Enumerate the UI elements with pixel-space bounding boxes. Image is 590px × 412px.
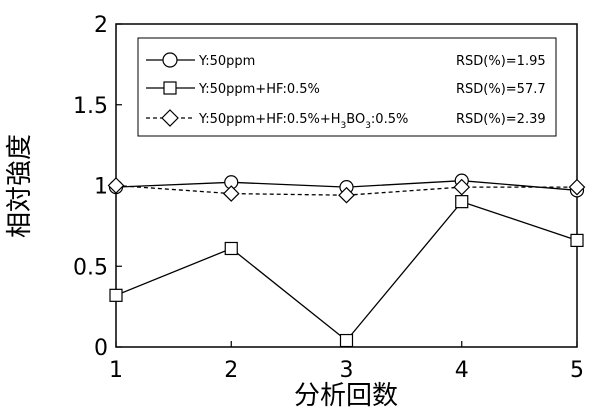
series-line-s2 [115,200,578,342]
data-point-diamond [107,177,125,194]
legend-label-s3-sub2: 3 [365,121,371,131]
y-tick-label: 2 [94,13,108,38]
data-point-square [455,195,469,209]
legend-marker-circle [162,52,178,68]
data-point-square [109,288,123,302]
x-tick-label: 3 [340,358,354,383]
x-tick-label: 1 [109,358,123,383]
data-point-diamond [222,185,240,202]
legend-item-y-50ppm-hf: Y:50ppm+HF:0.5% RSD(%)=57.7 [146,81,546,97]
x-tick-label: 2 [224,358,238,383]
legend: Y:50ppm RSD(%)=1.95 Y:50ppm+HF:0.5% RSD(… [137,37,557,137]
legend-rsd-s1: RSD(%)=1.95 [456,54,546,69]
series-layer [107,173,586,348]
y-tick-label: 1.5 [73,94,108,119]
legend-item-y-50ppm: Y:50ppm RSD(%)=1.95 [146,52,546,69]
data-point-square [224,241,238,256]
data-point-square [570,233,584,248]
y-axis: 0 0.5 1 1.5 2 [73,13,122,361]
legend-label-s2: Y:50ppm+HF:0.5% [198,82,320,97]
legend-label-s3-part1: Y:50ppm+HF:0.5%+H [198,112,341,127]
legend-item-y-50ppm-hf-h3bo3: Y:50ppm+HF:0.5%+H3BO3:0.5% RSD(%)=2.39 [146,109,546,131]
legend-label-s3-part3: :0.5% [371,112,408,127]
legend-label-s3: Y:50ppm+HF:0.5%+H3BO3:0.5% [198,112,408,131]
legend-marker-diamond [161,109,179,127]
y-tick-label: 1 [94,175,108,200]
legend-label-s3-sub1: 3 [341,121,347,131]
data-point-square [339,333,354,348]
x-tick-label: 5 [570,358,584,383]
x-axis-title: 分析回数 [294,381,398,411]
data-point-diamond [453,178,471,196]
y-tick-label: 0 [94,336,108,361]
legend-box [137,37,557,137]
legend-marker-square [163,81,177,95]
series-line-s3 [115,184,577,196]
data-point-diamond [338,186,355,204]
y-tick-label: 0.5 [73,255,108,280]
x-tick-label: 4 [455,358,469,383]
y-axis-title: 相対強度 [5,134,35,238]
legend-rsd-s3: RSD(%)=2.39 [456,112,546,127]
data-point-diamond [568,178,586,196]
legend-label-s3-part2: BO [346,112,365,127]
legend-rsd-s2: RSD(%)=57.7 [456,82,546,97]
legend-label-s1: Y:50ppm [198,54,255,69]
